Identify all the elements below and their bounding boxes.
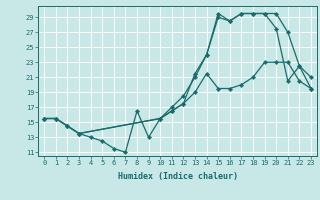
X-axis label: Humidex (Indice chaleur): Humidex (Indice chaleur) [118,172,238,181]
